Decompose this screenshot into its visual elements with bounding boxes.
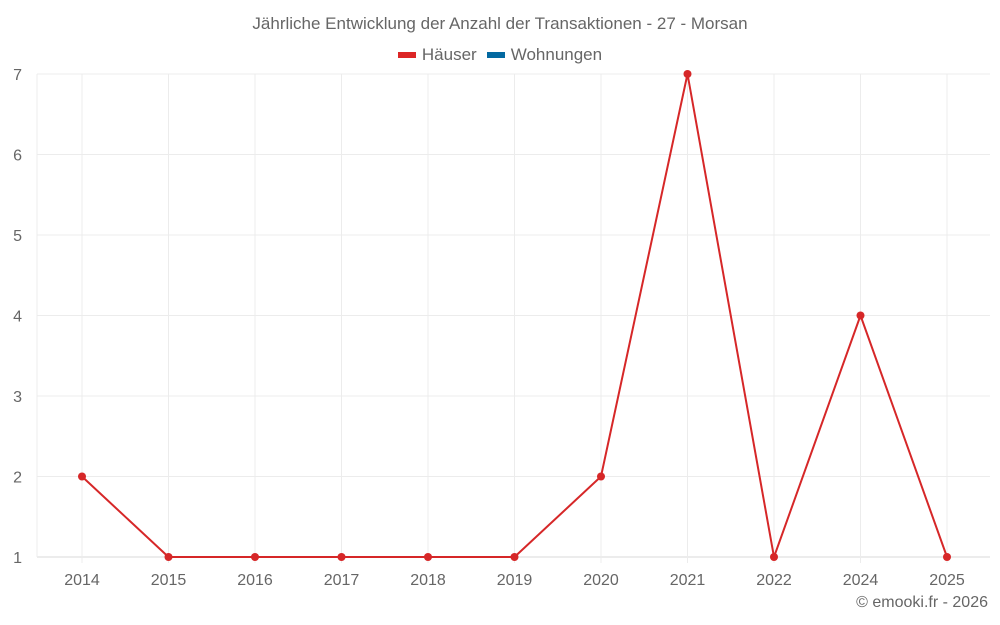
x-tick-label: 2019 (497, 572, 533, 589)
y-tick-label: 3 (13, 389, 22, 406)
x-tick-label: 2018 (410, 572, 446, 589)
legend: Häuser Wohnungen (0, 45, 1000, 65)
x-tick-label: 2024 (843, 572, 879, 589)
legend-item-haeuser[interactable]: Häuser (397, 45, 477, 65)
y-tick-label: 5 (13, 228, 22, 245)
data-point[interactable] (683, 70, 692, 78)
y-tick-label: 4 (13, 309, 22, 326)
x-tick-label: 2021 (670, 572, 706, 589)
legend-item-wohnungen[interactable]: Wohnungen (486, 45, 603, 65)
x-tick-label: 2014 (64, 572, 100, 589)
y-tick-label: 6 (13, 148, 22, 165)
data-point[interactable] (943, 553, 951, 561)
y-tick-label: 1 (13, 550, 22, 567)
x-tick-label: 2025 (929, 572, 965, 589)
y-tick-label: 2 (13, 470, 22, 487)
x-tick-label: 2017 (324, 572, 360, 589)
data-point[interactable] (164, 553, 173, 561)
legend-label-haeuser: Häuser (421, 45, 477, 64)
data-point[interactable] (770, 553, 778, 561)
data-point[interactable] (337, 553, 346, 561)
data-point[interactable] (510, 553, 519, 561)
x-tick-label: 2016 (237, 572, 273, 589)
x-tick-label: 2022 (756, 572, 792, 589)
y-tick-label: 7 (13, 67, 22, 84)
data-point[interactable] (856, 311, 865, 320)
data-point[interactable] (424, 553, 432, 561)
x-tick-label: 2020 (583, 572, 619, 589)
legend-swatch-haeuser (397, 52, 416, 58)
data-point[interactable] (78, 472, 86, 481)
credit-text: © emooki.fr - 2026 (856, 594, 988, 611)
data-point[interactable] (597, 472, 605, 481)
legend-label-wohnungen: Wohnungen (510, 45, 603, 64)
data-point[interactable] (251, 553, 259, 561)
x-tick-label: 2015 (151, 572, 187, 589)
chart-title: Jährliche Entwicklung der Anzahl der Tra… (252, 14, 748, 33)
legend-swatch-wohnungen (486, 52, 505, 58)
